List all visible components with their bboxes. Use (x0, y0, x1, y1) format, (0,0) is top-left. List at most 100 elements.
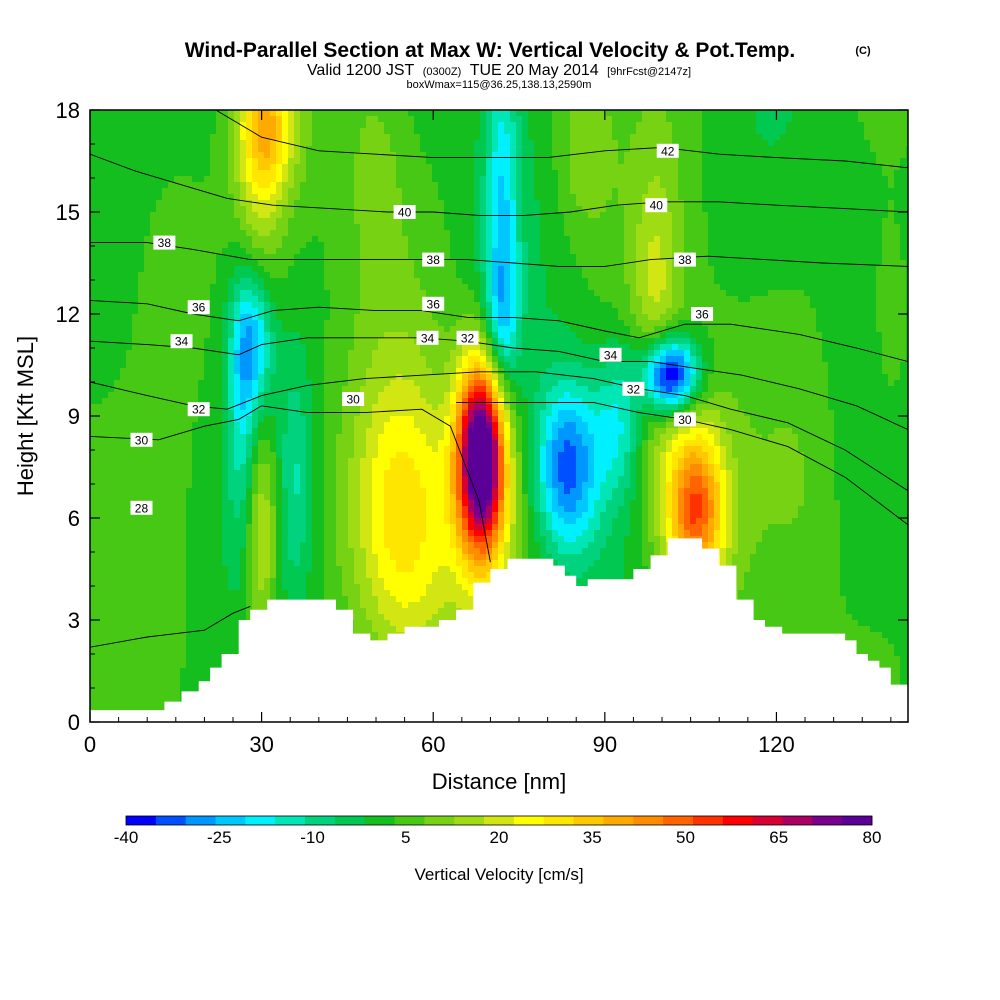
colorbar-swatch (334, 816, 366, 825)
contour-label-box (422, 252, 445, 267)
y-tick-label: 0 (68, 710, 80, 735)
contour-label-13: 34 (421, 331, 435, 345)
y-axis-label: Height [Kft MSL] (13, 336, 38, 496)
theta-contour-28-0 (90, 605, 251, 648)
vertical-velocity-field (90, 110, 908, 722)
x-tick-label: 60 (421, 732, 445, 757)
x-axis-label: Distance [nm] (432, 769, 567, 794)
contour-label-box (187, 402, 210, 417)
contour-label-18: 40 (650, 199, 664, 213)
colorbar-tick-label: 50 (676, 828, 695, 847)
contour-label-box (456, 330, 479, 345)
chart-title: Wind-Parallel Section at Max W: Vertical… (185, 39, 796, 62)
theta-contour-36-5 (90, 299, 908, 363)
theta-contour-30-2 (456, 401, 908, 526)
colorbar (125, 815, 873, 826)
contour-label-box (342, 392, 365, 406)
y-tick-label: 9 (68, 404, 80, 429)
y-tick-label: 12 (56, 302, 80, 327)
colorbar-tick-label: -10 (300, 828, 325, 847)
colorbar-label: Vertical Velocity [cm/s] (414, 865, 583, 884)
contour-label-15: 38 (427, 253, 441, 267)
colorbar-swatch (842, 816, 873, 825)
contour-label-2: 30 (346, 393, 360, 407)
title-copyright-mark: (C) (855, 45, 871, 57)
box-wmax-info: boxWmax=115@36.25,138.13,2590m (407, 79, 592, 91)
theta-contour-38-6 (90, 242, 908, 267)
colorbar-swatch (812, 816, 843, 825)
colorbar-swatch (275, 816, 306, 825)
colorbar-swatch (155, 816, 187, 825)
colorbar-tick-label: 20 (490, 828, 509, 847)
contour-label-11: 34 (604, 348, 618, 362)
colorbar-tick-labels: -40 -25 -10 5 20 35 50 65 80 (114, 828, 882, 847)
theta-contour-42-8 (215, 110, 908, 169)
colorbar-swatch (513, 816, 545, 825)
contour-label-box (656, 143, 679, 158)
contour-label-box (622, 381, 645, 396)
colorbar-swatch (752, 816, 783, 825)
colorbar-swatch (126, 816, 157, 825)
valid-date: TUE 20 May 2014 (470, 62, 599, 79)
colorbar-frame (125, 815, 873, 826)
valid-prefix: Valid 1200 JST (307, 62, 415, 79)
contour-label-6: 38 (158, 236, 172, 250)
contour-labels: 28 30 30 32 34 36 38 40 42 30 32 34 32 34 36 38 36 38 40 (130, 143, 714, 515)
colorbar-swatch (543, 816, 574, 825)
colorbar-tick-label: 5 (401, 828, 410, 847)
colorbar-swatch (484, 816, 515, 825)
valid-forecast: [9hrFcst@2147z] (607, 66, 691, 78)
colorbar-tick-label: 35 (583, 828, 602, 847)
contour-label-17: 38 (678, 253, 692, 267)
theta-contour-34-4 (90, 337, 908, 431)
colorbar-swatch (185, 816, 216, 825)
plot-area (90, 110, 908, 722)
contour-label-box (422, 296, 445, 311)
y-tick-label: 3 (68, 608, 80, 633)
contour-label-box (187, 300, 210, 315)
colorbar-swatch (663, 816, 694, 825)
contour-label-3: 32 (192, 403, 206, 417)
x-tick-label: 30 (249, 732, 273, 757)
colorbar-swatch (245, 816, 276, 825)
contour-label-box (691, 307, 714, 321)
contour-label-box (599, 347, 622, 362)
colorbar-swatch (782, 816, 813, 825)
y-tick-label: 15 (56, 200, 80, 225)
colorbar-swatch (364, 816, 395, 825)
potential-temperature-contours (90, 110, 908, 648)
colorbar-swatch (394, 816, 425, 825)
colorbar-swatch (305, 816, 336, 825)
colorbar-tick-label: -25 (207, 828, 232, 847)
colorbar-swatch (633, 816, 664, 825)
contour-label-4: 34 (175, 335, 189, 349)
x-tick-label: 0 (84, 732, 96, 757)
contour-label-1: 30 (135, 433, 149, 447)
colorbar-swatch (573, 816, 604, 825)
colorbar-swatch (603, 816, 634, 825)
contour-label-box (393, 205, 416, 219)
contour-label-box (416, 330, 439, 345)
contour-label-12: 32 (461, 331, 475, 345)
theta-contour-32-3 (90, 371, 908, 492)
contour-label-box (130, 500, 153, 515)
colorbar-tick-label: 65 (769, 828, 788, 847)
y-tick-label: 6 (68, 506, 80, 531)
x-tick-label: 90 (593, 732, 617, 757)
contour-label-7: 40 (398, 206, 412, 220)
contour-label-box (153, 235, 176, 250)
colorbar-tick-label: 80 (863, 828, 882, 847)
contour-label-box (170, 334, 193, 349)
contour-label-14: 36 (427, 297, 441, 311)
terrain-mask (90, 538, 908, 722)
colorbar-swatch (424, 816, 455, 825)
contour-label-5: 36 (192, 301, 206, 315)
contour-label-box (130, 432, 153, 447)
theta-contour-40-7 (90, 153, 908, 216)
contour-label-9: 30 (678, 413, 692, 427)
contour-label-10: 32 (627, 382, 641, 396)
chart-subtitle: Valid 1200 JST (0300Z) TUE 20 May 2014 [… (307, 62, 691, 79)
contour-label-0: 28 (135, 501, 149, 515)
